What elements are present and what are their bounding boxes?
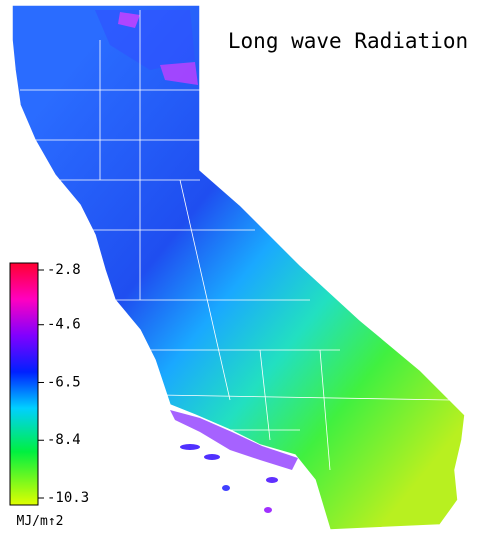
- colorbar-unit: MJ/m↑2: [17, 514, 64, 529]
- colorbar-tick-label: -10.3: [47, 490, 89, 506]
- california: [11, 4, 466, 531]
- region: [95, 10, 195, 70]
- colorbar: [9, 262, 39, 506]
- region: [170, 410, 298, 470]
- map-title: Long wave Radiation: [228, 29, 468, 53]
- island: [204, 454, 220, 460]
- island: [222, 485, 230, 491]
- county-lines: [20, 10, 451, 471]
- region: [118, 12, 140, 28]
- state-shape: [11, 4, 466, 531]
- colorbar-tick-label: -2.8: [47, 262, 81, 278]
- colorbar-tick-label: -6.5: [47, 374, 81, 390]
- island: [264, 507, 272, 513]
- island: [180, 444, 200, 450]
- colorbar-tick-label: -4.6: [47, 317, 81, 333]
- colorbar-tick-label: -8.4: [47, 432, 81, 448]
- region: [160, 62, 198, 85]
- island: [266, 477, 278, 483]
